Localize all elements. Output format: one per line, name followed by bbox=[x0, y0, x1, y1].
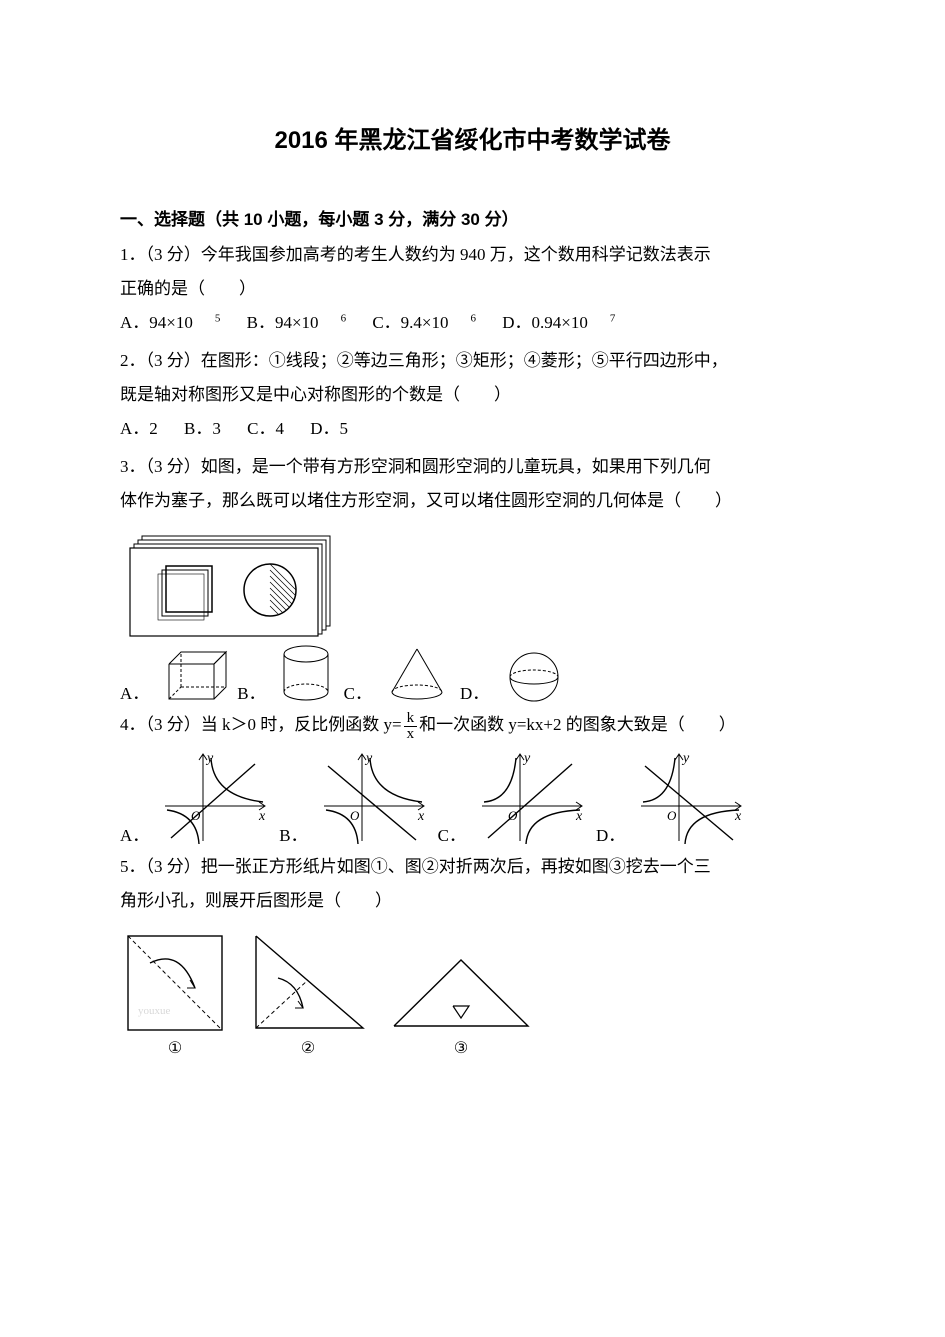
q5-fig3-wrap: ③ bbox=[386, 948, 536, 1058]
q5-fig3-label: ③ bbox=[386, 1038, 536, 1058]
q4-label-b: B． bbox=[279, 821, 307, 846]
q5-fig1: youxue bbox=[120, 928, 230, 1038]
svg-text:O: O bbox=[667, 808, 677, 823]
q1-choice-c: C．9.4×106 bbox=[372, 313, 476, 332]
q1-choice-a: A．94×105 bbox=[120, 313, 220, 332]
q5-line2: 角形小孔，则展开后图形是（ ） bbox=[120, 884, 825, 918]
q5-fig3 bbox=[386, 948, 536, 1038]
q3-line2: 体作为塞子，那么既可以堵住方形空洞，又可以堵住圆形空洞的几何体是（ ） bbox=[120, 484, 825, 518]
svg-text:x: x bbox=[575, 809, 583, 824]
q2-choice-c: C．4 bbox=[247, 419, 284, 438]
q3-option-b-cylinder bbox=[276, 642, 336, 704]
q5-fig1-wrap: youxue ① bbox=[120, 928, 230, 1058]
q1-line2: 正确的是（ ） bbox=[120, 272, 825, 306]
q2-choice-b: B．3 bbox=[184, 419, 221, 438]
q1-choices: A．94×105 B．94×106 C．9.4×106 D．0.94×107 bbox=[120, 306, 825, 340]
q4-graph-b: y x O bbox=[314, 746, 434, 846]
svg-text:x: x bbox=[258, 809, 266, 824]
q4-graph-c: y x O bbox=[472, 746, 592, 846]
q4-label-d: D． bbox=[596, 821, 625, 846]
q4-label-a: A． bbox=[120, 821, 149, 846]
exam-page: 2016 年黑龙江省绥化市中考数学试卷 一、选择题（共 10 小题，每小题 3 … bbox=[0, 0, 945, 1337]
q2-choice-a: A．2 bbox=[120, 419, 158, 438]
svg-text:y: y bbox=[522, 751, 531, 766]
page-title: 2016 年黑龙江省绥化市中考数学试卷 bbox=[120, 120, 825, 155]
q1-choice-b: B．94×106 bbox=[247, 313, 346, 332]
q5-line1: 5．（3 分）把一张正方形纸片如图①、图②对折两次后，再按如图③挖去一个三 bbox=[120, 850, 825, 884]
svg-text:y: y bbox=[205, 751, 214, 766]
q3-line1: 3．（3 分）如图，是一个带有方形空洞和圆形空洞的儿童玩具，如果用下列几何 bbox=[120, 450, 825, 484]
q5-fig1-label: ① bbox=[120, 1038, 230, 1058]
q3-option-d-sphere bbox=[499, 649, 569, 704]
svg-text:O: O bbox=[350, 808, 360, 823]
q3-options: A． B． C． D． bbox=[120, 642, 825, 704]
q1-line1: 1．（3 分）今年我国参加高考的考生人数约为 940 万，这个数用科学记数法表示 bbox=[120, 238, 825, 272]
q4-graph-d: y x O bbox=[631, 746, 751, 846]
q2-choice-d: D．5 bbox=[310, 419, 348, 438]
q3-label-a: A． bbox=[120, 679, 149, 704]
q3-main-figure bbox=[120, 518, 340, 638]
q3-label-d: D． bbox=[460, 679, 489, 704]
svg-text:y: y bbox=[364, 751, 373, 766]
q5-fig2-label: ② bbox=[248, 1038, 368, 1058]
q4-text: 4．（3 分）当 k＞0 时，反比例函数 y=kx和一次函数 y=kx+2 的图… bbox=[120, 708, 825, 742]
q2-choices: A．2 B．3 C．4 D．5 bbox=[120, 412, 825, 446]
q3-label-b: B． bbox=[237, 679, 265, 704]
q3-option-c-cone bbox=[382, 644, 452, 704]
svg-text:x: x bbox=[417, 809, 425, 824]
q3-label-c: C． bbox=[344, 679, 372, 704]
q4-graph-a: y x O bbox=[155, 746, 275, 846]
q2-line1: 2．（3 分）在图形：①线段；②等边三角形；③矩形；④菱形；⑤平行四边形中， bbox=[120, 344, 825, 378]
svg-text:x: x bbox=[734, 809, 742, 824]
q5-figures: youxue ① ② ③ bbox=[120, 928, 825, 1058]
section-heading: 一、选择题（共 10 小题，每小题 3 分，满分 30 分） bbox=[120, 205, 825, 230]
q1-choice-d: D．0.94×107 bbox=[502, 313, 615, 332]
svg-text:youxue: youxue bbox=[138, 1005, 171, 1017]
q2-line2: 既是轴对称图形又是中心对称图形的个数是（ ） bbox=[120, 378, 825, 412]
q3-option-a-cube bbox=[159, 644, 229, 704]
svg-text:y: y bbox=[681, 751, 690, 766]
q4-fraction: kx bbox=[404, 711, 418, 742]
q5-fig2-wrap: ② bbox=[248, 928, 368, 1058]
q4-options: A． y x O B． y x O bbox=[120, 746, 825, 846]
q5-fig2 bbox=[248, 928, 368, 1038]
q4-label-c: C． bbox=[438, 821, 466, 846]
